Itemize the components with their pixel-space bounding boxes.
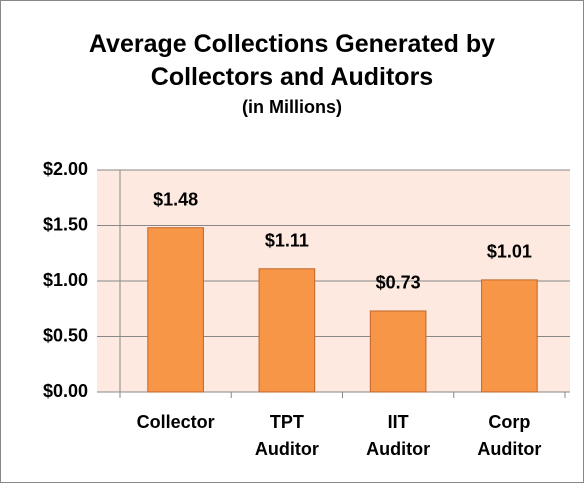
x-tick-label: Collector	[136, 412, 215, 432]
y-tick-label: $0.00	[43, 381, 88, 401]
y-tick-label: $0.50	[43, 325, 88, 345]
bar	[369, 310, 427, 393]
y-tick-label: $1.00	[43, 270, 88, 290]
chart-title: Average Collections Generated by Collect…	[88, 30, 496, 91]
bar	[481, 279, 538, 393]
x-tick-label: Corp Auditor	[477, 412, 542, 459]
bar	[258, 268, 316, 393]
x-tick-label: TPT Auditor	[254, 412, 319, 459]
data-label: $1.11	[265, 231, 309, 251]
data-label: $1.48	[153, 189, 198, 209]
y-tick-label: $2.00	[43, 159, 88, 179]
chart-subtitle: (in Millions)	[242, 97, 342, 117]
bar	[147, 227, 204, 393]
data-label: $0.73	[376, 273, 421, 293]
x-tick-label: IIT Auditor	[366, 412, 431, 459]
data-label: $1.01	[487, 242, 532, 262]
y-tick-label: $1.50	[43, 214, 88, 234]
